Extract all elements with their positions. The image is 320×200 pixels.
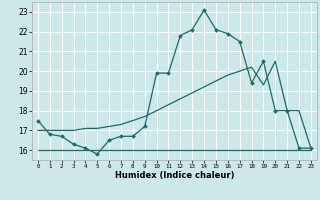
X-axis label: Humidex (Indice chaleur): Humidex (Indice chaleur) [115, 171, 234, 180]
